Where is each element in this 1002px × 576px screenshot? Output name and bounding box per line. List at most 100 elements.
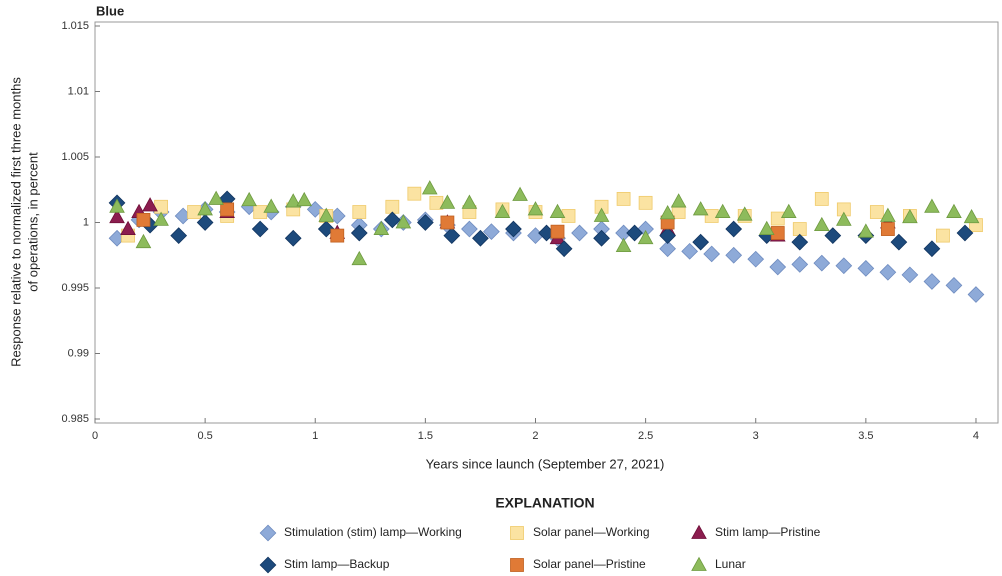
legend-label: Stim lamp—Pristine <box>715 525 821 539</box>
point <box>936 228 950 243</box>
point <box>593 229 610 247</box>
legend-title: EXPLANATION <box>495 495 594 511</box>
point <box>494 203 511 218</box>
point <box>902 208 918 224</box>
point <box>421 180 438 195</box>
point <box>835 257 853 275</box>
x-tick-label: 1 <box>312 430 318 442</box>
point <box>703 245 721 263</box>
point <box>869 205 884 219</box>
point <box>373 220 390 235</box>
point <box>555 240 573 258</box>
point <box>725 246 743 264</box>
point <box>946 203 962 218</box>
x-tick-label: 2.5 <box>638 430 653 442</box>
point <box>659 227 676 244</box>
point <box>791 233 809 251</box>
point <box>395 214 412 229</box>
point <box>956 224 974 242</box>
point <box>692 233 710 251</box>
point <box>440 215 455 230</box>
point <box>220 202 235 217</box>
point <box>439 194 456 209</box>
point <box>417 214 434 231</box>
point <box>505 220 522 238</box>
point <box>692 201 709 216</box>
point <box>857 259 875 277</box>
point <box>923 273 941 290</box>
point <box>142 197 158 212</box>
y-tick-label: 0.99 <box>68 347 89 359</box>
point <box>284 229 302 247</box>
point <box>170 227 188 244</box>
point <box>814 192 829 206</box>
point <box>593 207 610 222</box>
point <box>512 186 528 201</box>
point <box>461 194 478 209</box>
y-axis-label: Response relative to normalized first th… <box>8 77 23 367</box>
point <box>251 220 269 238</box>
point <box>770 211 785 226</box>
point <box>136 212 151 227</box>
y-tick-label: 1.01 <box>68 85 89 97</box>
point <box>483 223 500 241</box>
x-tick-label: 0.5 <box>197 430 212 442</box>
point <box>659 205 676 220</box>
y-axis-label: of operations, in percent <box>25 152 40 292</box>
point <box>736 206 753 221</box>
point <box>241 191 257 207</box>
x-tick-label: 3 <box>753 430 759 442</box>
point <box>527 201 544 216</box>
x-axis-label: Years since launch (September 27, 2021) <box>426 456 665 471</box>
point <box>350 224 368 242</box>
point <box>351 250 368 266</box>
point <box>197 201 213 216</box>
point <box>901 266 919 284</box>
y-tick-label: 0.985 <box>61 413 89 425</box>
point <box>780 203 797 218</box>
point <box>858 223 874 238</box>
point <box>681 242 699 260</box>
point <box>109 198 125 213</box>
legend-marker <box>259 524 277 542</box>
chart-title: Blue <box>96 3 124 18</box>
point <box>109 208 125 224</box>
point <box>714 203 731 218</box>
point <box>263 198 280 213</box>
point <box>638 195 653 210</box>
point <box>571 224 588 242</box>
point <box>385 199 400 214</box>
legend-marker <box>510 558 524 572</box>
point <box>120 220 136 235</box>
point <box>880 222 895 236</box>
point <box>923 240 941 258</box>
point <box>472 229 489 247</box>
x-tick-label: 2 <box>532 430 538 442</box>
point <box>135 233 152 249</box>
point <box>383 211 401 229</box>
point <box>196 214 214 231</box>
point <box>443 227 461 244</box>
x-tick-label: 1.5 <box>418 430 433 442</box>
point <box>824 227 842 244</box>
y-tick-label: 1 <box>83 216 89 228</box>
y-tick-label: 0.995 <box>61 282 89 294</box>
point <box>461 220 478 238</box>
legend-marker <box>691 556 707 571</box>
x-tick-label: 0 <box>92 430 98 442</box>
point <box>285 193 302 208</box>
point <box>880 207 896 222</box>
point <box>296 191 313 207</box>
point <box>890 233 908 251</box>
point <box>967 286 985 303</box>
point <box>330 228 345 243</box>
point <box>758 220 775 235</box>
point <box>836 211 852 226</box>
legend-label: Stimulation (stim) lamp—Working <box>284 525 462 539</box>
point <box>549 203 566 218</box>
point <box>747 250 765 268</box>
x-tick-label: 3.5 <box>858 430 873 442</box>
point <box>945 277 963 294</box>
point <box>791 256 809 273</box>
point <box>318 207 335 222</box>
